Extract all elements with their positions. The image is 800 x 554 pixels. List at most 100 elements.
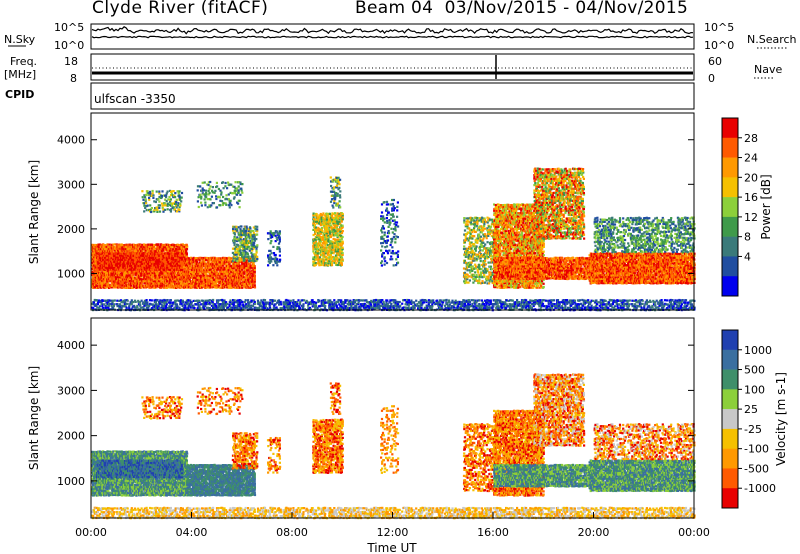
power-cell	[145, 264, 148, 268]
power-cell	[132, 273, 135, 276]
power-cell	[316, 255, 319, 259]
power-cell	[183, 282, 186, 285]
power-cell	[255, 238, 258, 241]
power-cell	[272, 245, 275, 248]
power-cell	[222, 187, 225, 190]
power-cell	[215, 206, 219, 209]
power-cell	[98, 243, 101, 246]
power-cell	[115, 263, 118, 266]
power-cell	[182, 264, 185, 267]
power-cell	[112, 243, 115, 246]
power-cell	[207, 189, 210, 193]
power-cell	[151, 250, 154, 253]
power-cell	[233, 196, 236, 199]
power-cell	[209, 185, 212, 188]
power-cell	[169, 210, 172, 213]
power-cell	[243, 255, 246, 258]
power-cell	[152, 194, 155, 197]
power-cell	[253, 272, 256, 275]
power-cell	[236, 228, 239, 231]
power-cell	[150, 269, 153, 272]
power-cell	[237, 202, 240, 205]
nsky-tick-high: 10^5	[54, 21, 84, 34]
power-cell	[256, 225, 259, 228]
power-cell	[112, 276, 115, 279]
power-cell	[138, 267, 141, 270]
power-cell	[155, 247, 158, 250]
power-cell	[97, 263, 100, 266]
power-cell	[240, 225, 243, 228]
power-cell	[171, 275, 174, 278]
power-cell	[106, 280, 109, 283]
power-cell	[165, 245, 169, 248]
power-cell	[112, 286, 115, 289]
power-cell	[97, 276, 100, 279]
power-cell	[94, 266, 97, 269]
power-cell	[256, 228, 259, 231]
power-cell	[134, 244, 137, 247]
power-cell	[155, 281, 158, 285]
power-cell	[165, 272, 168, 275]
power-cell	[247, 280, 250, 283]
power-cell	[157, 249, 160, 253]
power-cell	[122, 276, 125, 279]
power-cell	[133, 268, 136, 271]
power-cell	[102, 276, 105, 279]
power-cell	[158, 200, 161, 203]
power-cell	[113, 274, 116, 277]
power-cell	[156, 210, 159, 213]
power-cell	[220, 191, 223, 194]
power-cell	[124, 264, 127, 268]
power-cell	[147, 270, 150, 273]
power-cell	[111, 249, 114, 252]
power-cell	[236, 187, 239, 190]
power-cell	[128, 277, 131, 280]
power-cell	[103, 244, 106, 247]
power-cell	[267, 264, 270, 267]
power-cell	[221, 200, 224, 203]
power-cell	[224, 181, 227, 185]
power-cell	[116, 244, 119, 247]
power-cell	[314, 261, 317, 265]
power-cell	[183, 255, 186, 258]
power-cell	[243, 272, 246, 275]
power-cell	[146, 204, 149, 207]
power-cell	[226, 187, 229, 190]
power-cell	[175, 210, 178, 213]
power-cell	[108, 260, 111, 263]
power-cell	[142, 272, 145, 275]
power-cell	[153, 272, 156, 275]
power-cell	[98, 281, 101, 285]
power-cell	[117, 260, 120, 263]
power-cell	[278, 240, 281, 243]
power-cell	[115, 277, 118, 281]
power-cell	[159, 247, 162, 250]
power-cell	[147, 272, 150, 275]
power-cell	[184, 258, 187, 261]
power-cell	[234, 181, 237, 184]
power-cell	[111, 264, 114, 267]
power-cell	[277, 242, 281, 245]
power-cell	[109, 270, 112, 273]
power-cell	[215, 197, 218, 201]
power-cell	[164, 243, 167, 246]
power-cell	[186, 245, 189, 248]
power-cell	[180, 266, 183, 269]
power-cell	[96, 286, 99, 289]
power-cell	[118, 276, 121, 279]
nsearch-trace	[91, 35, 694, 39]
power-cell	[141, 246, 144, 249]
power-cell	[164, 208, 167, 211]
power-cell	[100, 268, 103, 271]
power-cell	[278, 254, 281, 257]
power-cell	[236, 260, 239, 263]
power-cell	[124, 262, 127, 265]
power-cell	[276, 264, 279, 267]
power-cell	[185, 252, 188, 255]
power-cell	[93, 253, 96, 256]
power-cell	[160, 280, 163, 283]
power-cell	[278, 232, 281, 235]
power-cell	[175, 275, 178, 279]
power-cell	[119, 266, 122, 269]
power-cell	[128, 248, 131, 251]
